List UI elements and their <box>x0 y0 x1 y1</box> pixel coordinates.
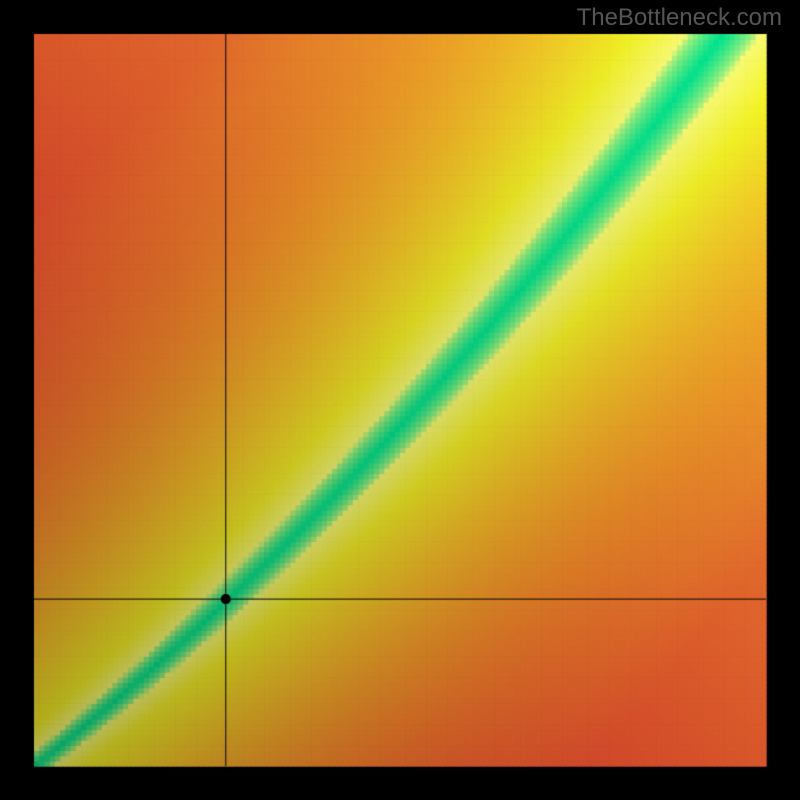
watermark-text: TheBottleneck.com <box>577 4 782 32</box>
heatmap-canvas <box>0 0 800 800</box>
chart-container: TheBottleneck.com <box>0 0 800 800</box>
